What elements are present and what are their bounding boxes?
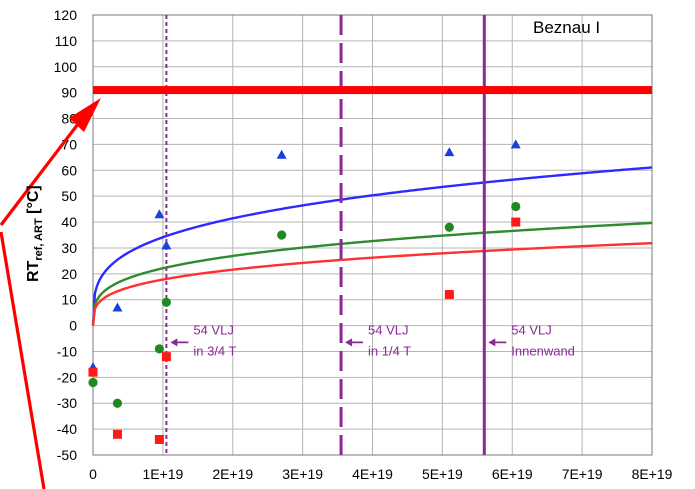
axes xyxy=(92,14,653,456)
square-marker xyxy=(154,434,164,444)
triangle-marker xyxy=(161,240,172,250)
y-tick-labels: 1201101009080706050403020100-10-20-30-40… xyxy=(54,7,78,463)
plot-frame xyxy=(92,14,653,456)
arrow-tail xyxy=(0,231,46,489)
plant-label: Beznau I xyxy=(533,18,600,37)
triangle-marker xyxy=(510,139,521,149)
reference-lines: 54 VLJ in 3/4 T 54 VLJ in 1/4 T 54 VLJ Innenw… xyxy=(165,15,575,455)
y-axis-label-sub: ref, ART xyxy=(33,218,45,261)
annotation-label: 54 VLJ xyxy=(368,323,408,338)
data-points xyxy=(88,139,521,444)
square-marker xyxy=(444,290,454,300)
triangle-marker xyxy=(444,147,455,157)
triangle-marker xyxy=(276,149,287,159)
trend-curve xyxy=(91,221,653,326)
annotation-arrowhead xyxy=(345,338,353,347)
circle-marker xyxy=(161,297,171,307)
trend-curve xyxy=(91,241,653,326)
limit-line-group xyxy=(93,86,652,95)
annotation-label: in 3/4 T xyxy=(193,343,236,358)
trend-curves xyxy=(91,166,653,326)
circle-marker xyxy=(112,398,123,408)
x-tick-label: 4E+19 xyxy=(352,466,393,482)
circle-marker xyxy=(88,377,98,388)
red-arrow-annotation xyxy=(0,98,101,489)
y-tick-label: 90 xyxy=(61,85,77,101)
x-tick-label: 5E+19 xyxy=(422,466,463,482)
y-tick-label: 80 xyxy=(61,111,77,127)
circle-marker xyxy=(444,222,454,232)
y-tick-label: -10 xyxy=(57,343,77,359)
triangle-marker xyxy=(112,302,123,312)
trend-curve xyxy=(91,166,653,326)
y-tick-label: 60 xyxy=(61,162,77,178)
square-marker xyxy=(112,429,122,439)
y-tick-label: -50 xyxy=(57,447,77,463)
x-tick-label: 3E+19 xyxy=(282,466,323,482)
y-tick-label: 10 xyxy=(61,292,77,308)
y-tick-label: 50 xyxy=(61,188,77,204)
arrow-shaft xyxy=(0,123,80,226)
svg-text:RTref, ART [°C]: RTref, ART [°C] xyxy=(25,185,45,282)
y-tick-label: -30 xyxy=(57,395,77,411)
square-marker xyxy=(88,367,98,377)
annotation-label: Innenwand xyxy=(511,343,575,358)
annotation-arrowhead xyxy=(170,338,178,347)
circle-marker xyxy=(511,201,521,212)
y-axis-label: RTref, ART [°C] xyxy=(25,185,45,282)
annotation-label: 54 VLJ xyxy=(511,323,551,338)
square-marker xyxy=(511,217,521,227)
x-tick-label: 2E+19 xyxy=(212,466,253,482)
x-tick-label: 8E+19 xyxy=(632,466,673,482)
annotation-label: in 1/4 T xyxy=(368,343,411,358)
y-axis-label-main: RT xyxy=(25,260,42,282)
y-tick-label: -20 xyxy=(57,369,77,385)
y-tick-label: 100 xyxy=(54,59,78,75)
y-tick-label: 0 xyxy=(69,318,77,334)
x-tick-label: 0 xyxy=(89,466,97,482)
y-tick-label: 30 xyxy=(61,240,77,256)
annotation-label: 54 VLJ xyxy=(193,323,233,338)
square-marker xyxy=(161,352,171,362)
x-tick-label: 6E+19 xyxy=(492,466,533,482)
arrow-head xyxy=(69,98,101,132)
y-tick-label: -40 xyxy=(57,421,77,437)
circle-marker xyxy=(154,344,164,354)
grid xyxy=(92,14,653,456)
x-tick-label: 1E+19 xyxy=(142,466,183,482)
x-tick-label: 7E+19 xyxy=(562,466,603,482)
circle-marker xyxy=(277,230,287,240)
y-tick-label: 110 xyxy=(55,33,78,49)
triangle-marker xyxy=(154,209,165,219)
limit-line xyxy=(93,86,652,95)
y-axis-label-unit: [°C] xyxy=(25,185,42,218)
y-tick-label: 40 xyxy=(61,214,77,230)
y-tick-label: 20 xyxy=(61,266,77,282)
x-tick-labels: 0 1E+19 2E+19 3E+19 4E+19 5E+19 6E+19 7E+19 8E+1… xyxy=(89,466,673,482)
y-tick-label: 120 xyxy=(54,7,78,23)
annotation-arrowhead xyxy=(488,338,496,347)
